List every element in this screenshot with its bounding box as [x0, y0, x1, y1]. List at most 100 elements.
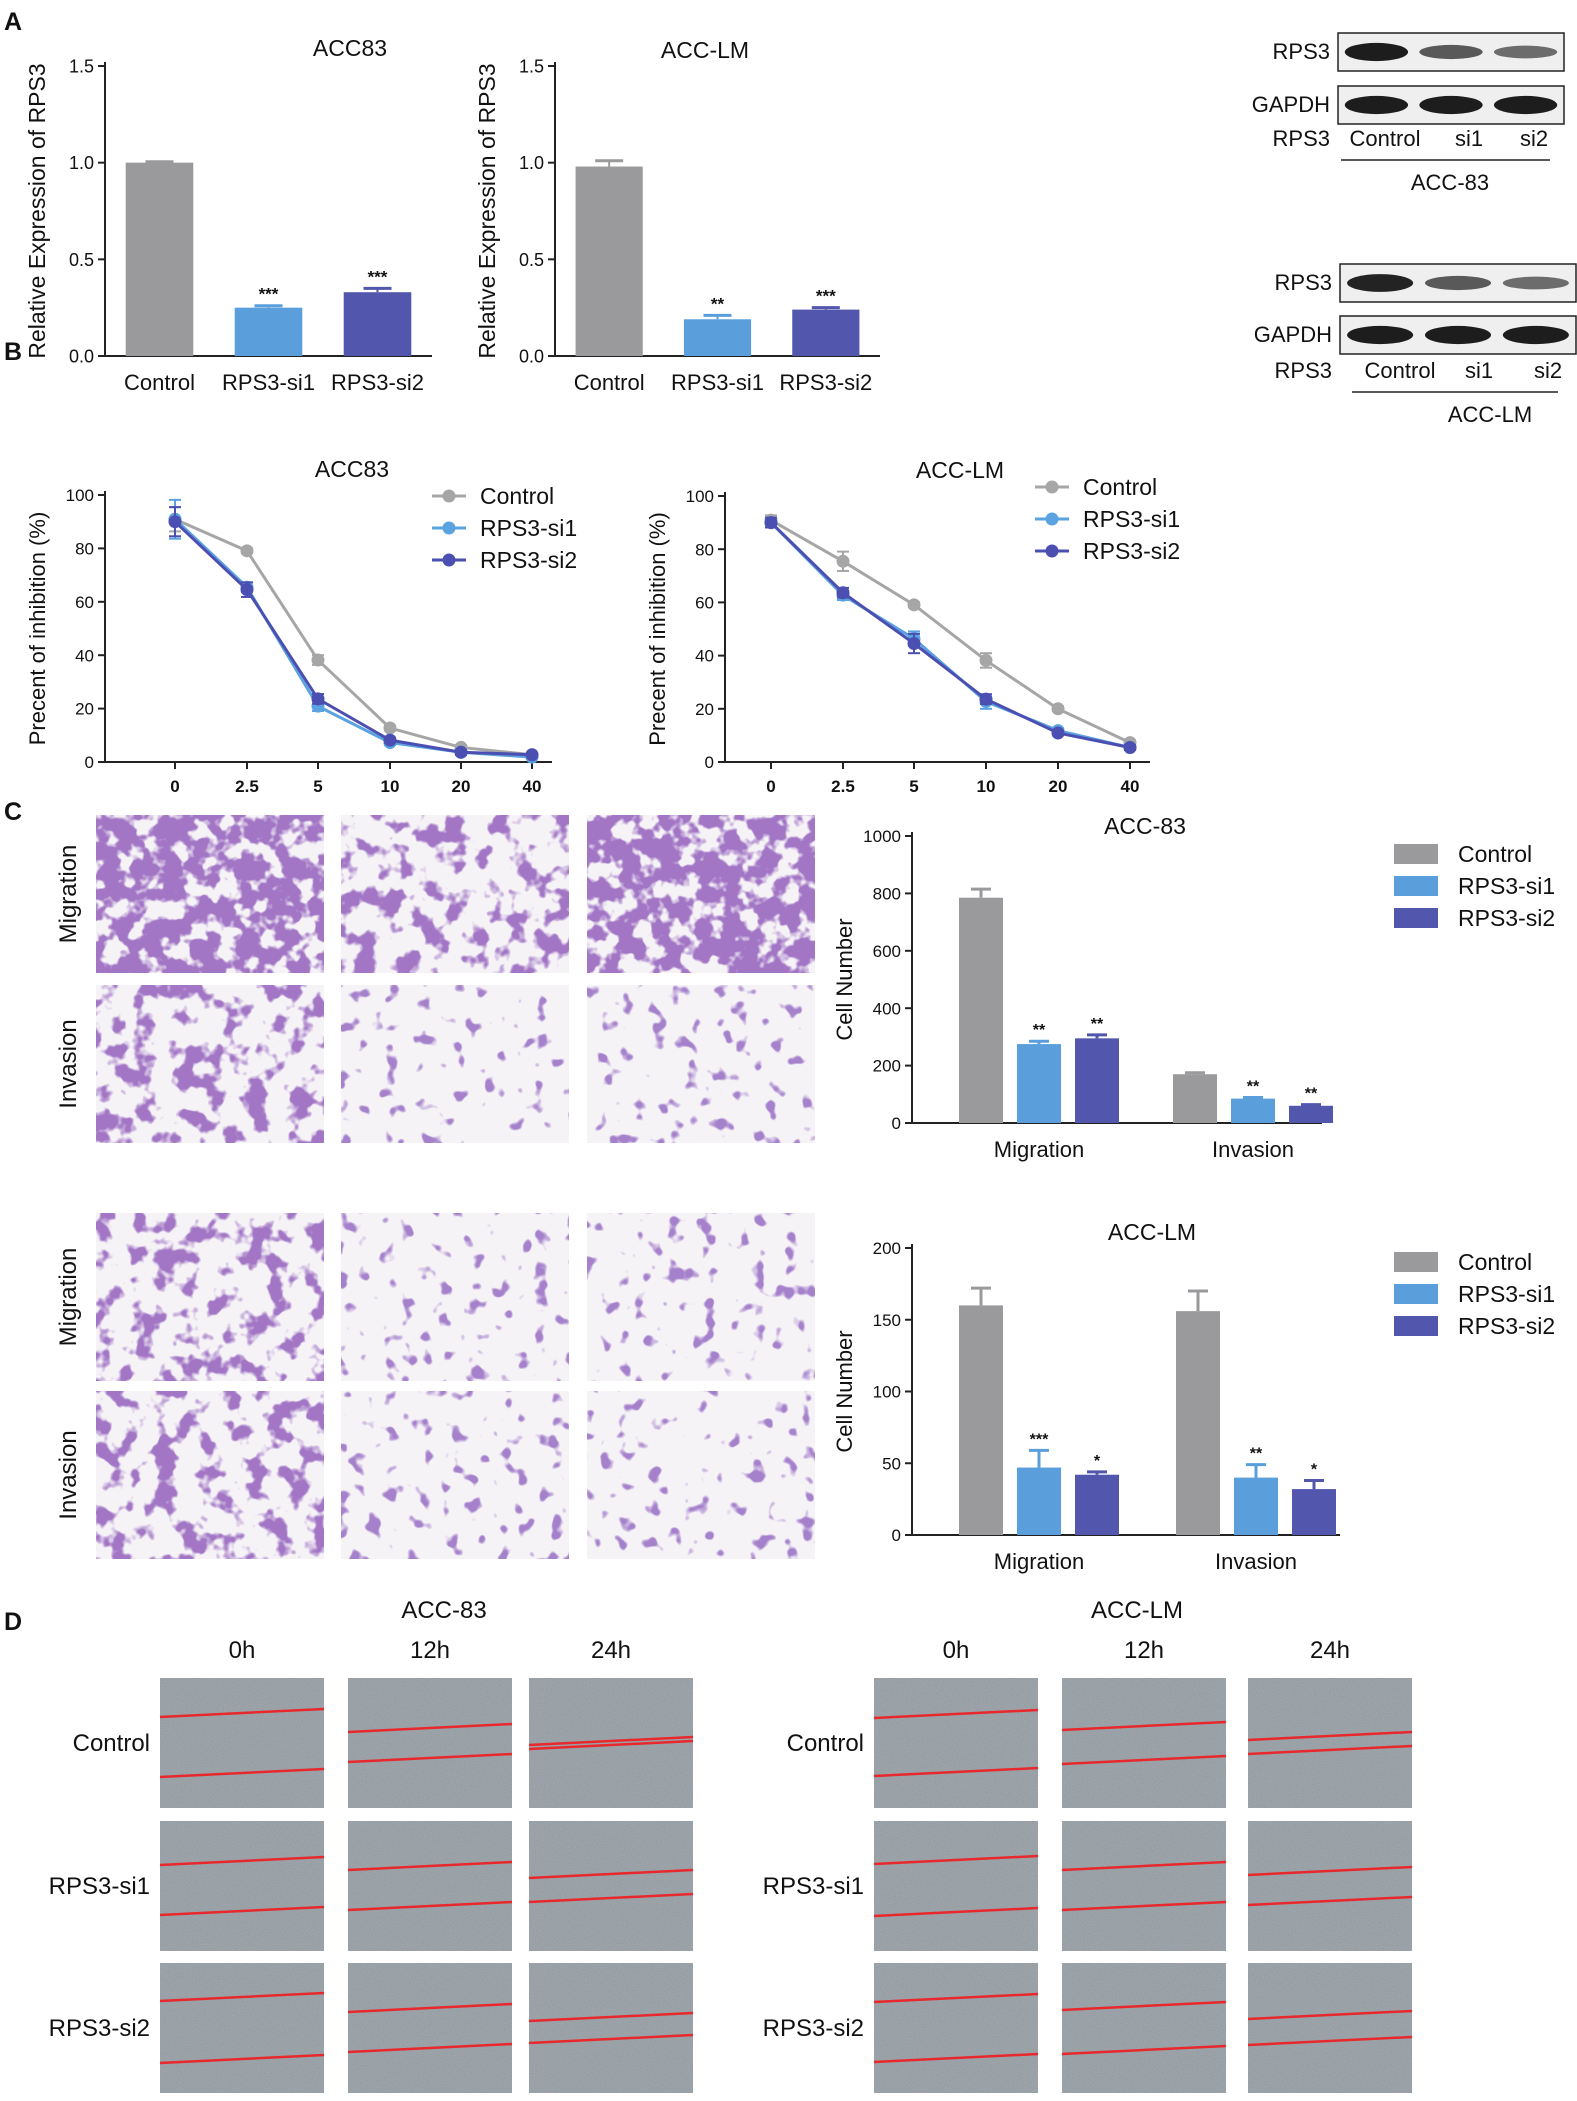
scratch-image-grain [160, 1821, 324, 1951]
scratch-edge-line [159, 1767, 325, 1779]
y-tick-label: 1.0 [519, 153, 544, 173]
y-tick-label: 0.0 [519, 346, 544, 366]
y-tick-label: 0.5 [519, 250, 544, 270]
scratch-image-grain [348, 1963, 512, 2093]
legend-swatch [1394, 844, 1438, 864]
bar [1173, 1074, 1217, 1123]
legend-swatch [1394, 1284, 1438, 1304]
legend-label: Control [1458, 841, 1532, 867]
x-tick-label: 0 [766, 777, 775, 796]
blot-band [1424, 275, 1492, 291]
bar [1289, 1105, 1333, 1123]
legend-label: RPS3-si2 [1083, 538, 1180, 564]
chart-b-acc83-inhibition: 0 20 40 60 80 100 Precent of inhibition (%) 0 2.… [25, 456, 577, 796]
chart-c-acc83-cell-number: 0 200 400 600 800 1000 Cell Number ACC-83 ** ** Mi… [832, 813, 1555, 1162]
legend-swatch [1394, 1316, 1438, 1336]
y-tick-label: 0.5 [69, 250, 94, 270]
y-axis-label: Precent of inhibition (%) [25, 512, 50, 746]
scratch-edge-line [873, 1906, 1039, 1918]
row-label: Invasion [55, 1430, 82, 1519]
x-tick-label: RPS3-si2 [779, 370, 872, 395]
scratch-edge-line [1247, 1865, 1413, 1877]
y-tick-label: 60 [75, 593, 94, 612]
data-point [240, 544, 254, 558]
scratch-edge-line [528, 1868, 694, 1880]
row-label: Migration [55, 1248, 82, 1347]
blot-band [1419, 44, 1483, 60]
micrograph-stain [341, 1213, 569, 1381]
y-tick-label: 1.5 [519, 56, 544, 76]
significance-mark: ** [711, 294, 725, 313]
bar [792, 309, 860, 356]
scratch-edge-line [1061, 2000, 1227, 2012]
y-tick-label: 150 [873, 1311, 901, 1330]
condition-label: RPS3-si2 [763, 2015, 864, 2042]
y-axis-label: Precent of inhibition (%) [645, 512, 670, 746]
scratch-edge-line [873, 2052, 1039, 2064]
scratch-edge-line [528, 2033, 694, 2045]
series-line [174, 517, 533, 757]
scratch-edge-line [1061, 1860, 1227, 1872]
timepoint-label: 24h [591, 1637, 631, 1664]
scratch-edge-line [1247, 1895, 1413, 1907]
x-tick-label: RPS3-si2 [331, 370, 424, 395]
scratch-edge-line [1247, 1730, 1413, 1742]
scratch-image-grain [160, 1963, 324, 2093]
significance-mark: * [1094, 1453, 1101, 1470]
x-tick-label: Migration [994, 1137, 1084, 1162]
legend-marker [1045, 512, 1059, 526]
y-axis-label: Relative Expression of RPS3 [474, 63, 500, 358]
y-tick-label: 200 [873, 1057, 901, 1076]
scratch-edge-line [1247, 2009, 1413, 2021]
data-point [1051, 726, 1065, 740]
lane-label: si1 [1455, 126, 1483, 151]
data-point [311, 692, 325, 706]
lane-row-label: RPS3 [1275, 358, 1332, 383]
scratch-edge-line [159, 1855, 325, 1867]
bar [1234, 1477, 1278, 1535]
legend-label: RPS3-si1 [1458, 1281, 1555, 1307]
blot-band [1419, 95, 1483, 115]
y-tick-label: 1.0 [69, 153, 94, 173]
x-tick-label: Migration [994, 1549, 1084, 1574]
data-point [979, 692, 993, 706]
x-tick-label: 10 [381, 777, 400, 796]
data-point [979, 653, 993, 667]
data-point [907, 637, 921, 651]
y-tick-label: 40 [695, 647, 714, 666]
wound-healing-acc83: ACC-83 0h 12h 24h Control RPS3-si1 RPS3-si2 [49, 1597, 694, 2093]
chart-b-acclm-inhibition: 0 20 40 60 80 100 Precent of inhibition (%) 0 2.… [645, 457, 1180, 796]
panel-label-c: C [4, 798, 22, 826]
protein-label: RPS3 [1273, 39, 1330, 64]
x-tick-label: 2.5 [235, 777, 259, 796]
y-tick-label: 0 [892, 1526, 901, 1545]
legend-swatch [1394, 908, 1438, 928]
significance-mark: ** [1091, 1016, 1104, 1033]
scratch-edge-line [347, 1752, 513, 1764]
protein-label: GAPDH [1252, 92, 1330, 117]
timepoint-label: 12h [1124, 1637, 1164, 1664]
condition-label: RPS3-si2 [49, 2015, 150, 2042]
timepoint-label: 24h [1310, 1637, 1350, 1664]
scratch-image-grain [529, 1821, 693, 1951]
data-point [764, 516, 778, 530]
chart-title: ACC83 [313, 35, 387, 61]
data-point [836, 554, 850, 568]
significance-mark: *** [1030, 1431, 1049, 1448]
scratch-edge-line [159, 1707, 325, 1719]
y-tick-label: 50 [882, 1454, 901, 1473]
wound-healing-acclm: ACC-LM 0h 12h 24h Control RPS3-si1 RPS3-si2 [763, 1597, 1413, 2093]
x-tick-label: RPS3-si1 [222, 370, 315, 395]
bar [1292, 1489, 1336, 1535]
scratch-edge-line [159, 2053, 325, 2065]
scratch-image-grain [1062, 1821, 1226, 1951]
x-tick-label: Control [124, 370, 195, 395]
y-tick-label: 200 [873, 1239, 901, 1258]
scratch-edge-line [347, 1860, 513, 1872]
legend-label: RPS3-si2 [1458, 905, 1555, 931]
data-point [1051, 702, 1065, 716]
scratch-edge-line [347, 1722, 513, 1734]
legend-marker [1045, 544, 1059, 558]
y-tick-label: 60 [695, 594, 714, 613]
